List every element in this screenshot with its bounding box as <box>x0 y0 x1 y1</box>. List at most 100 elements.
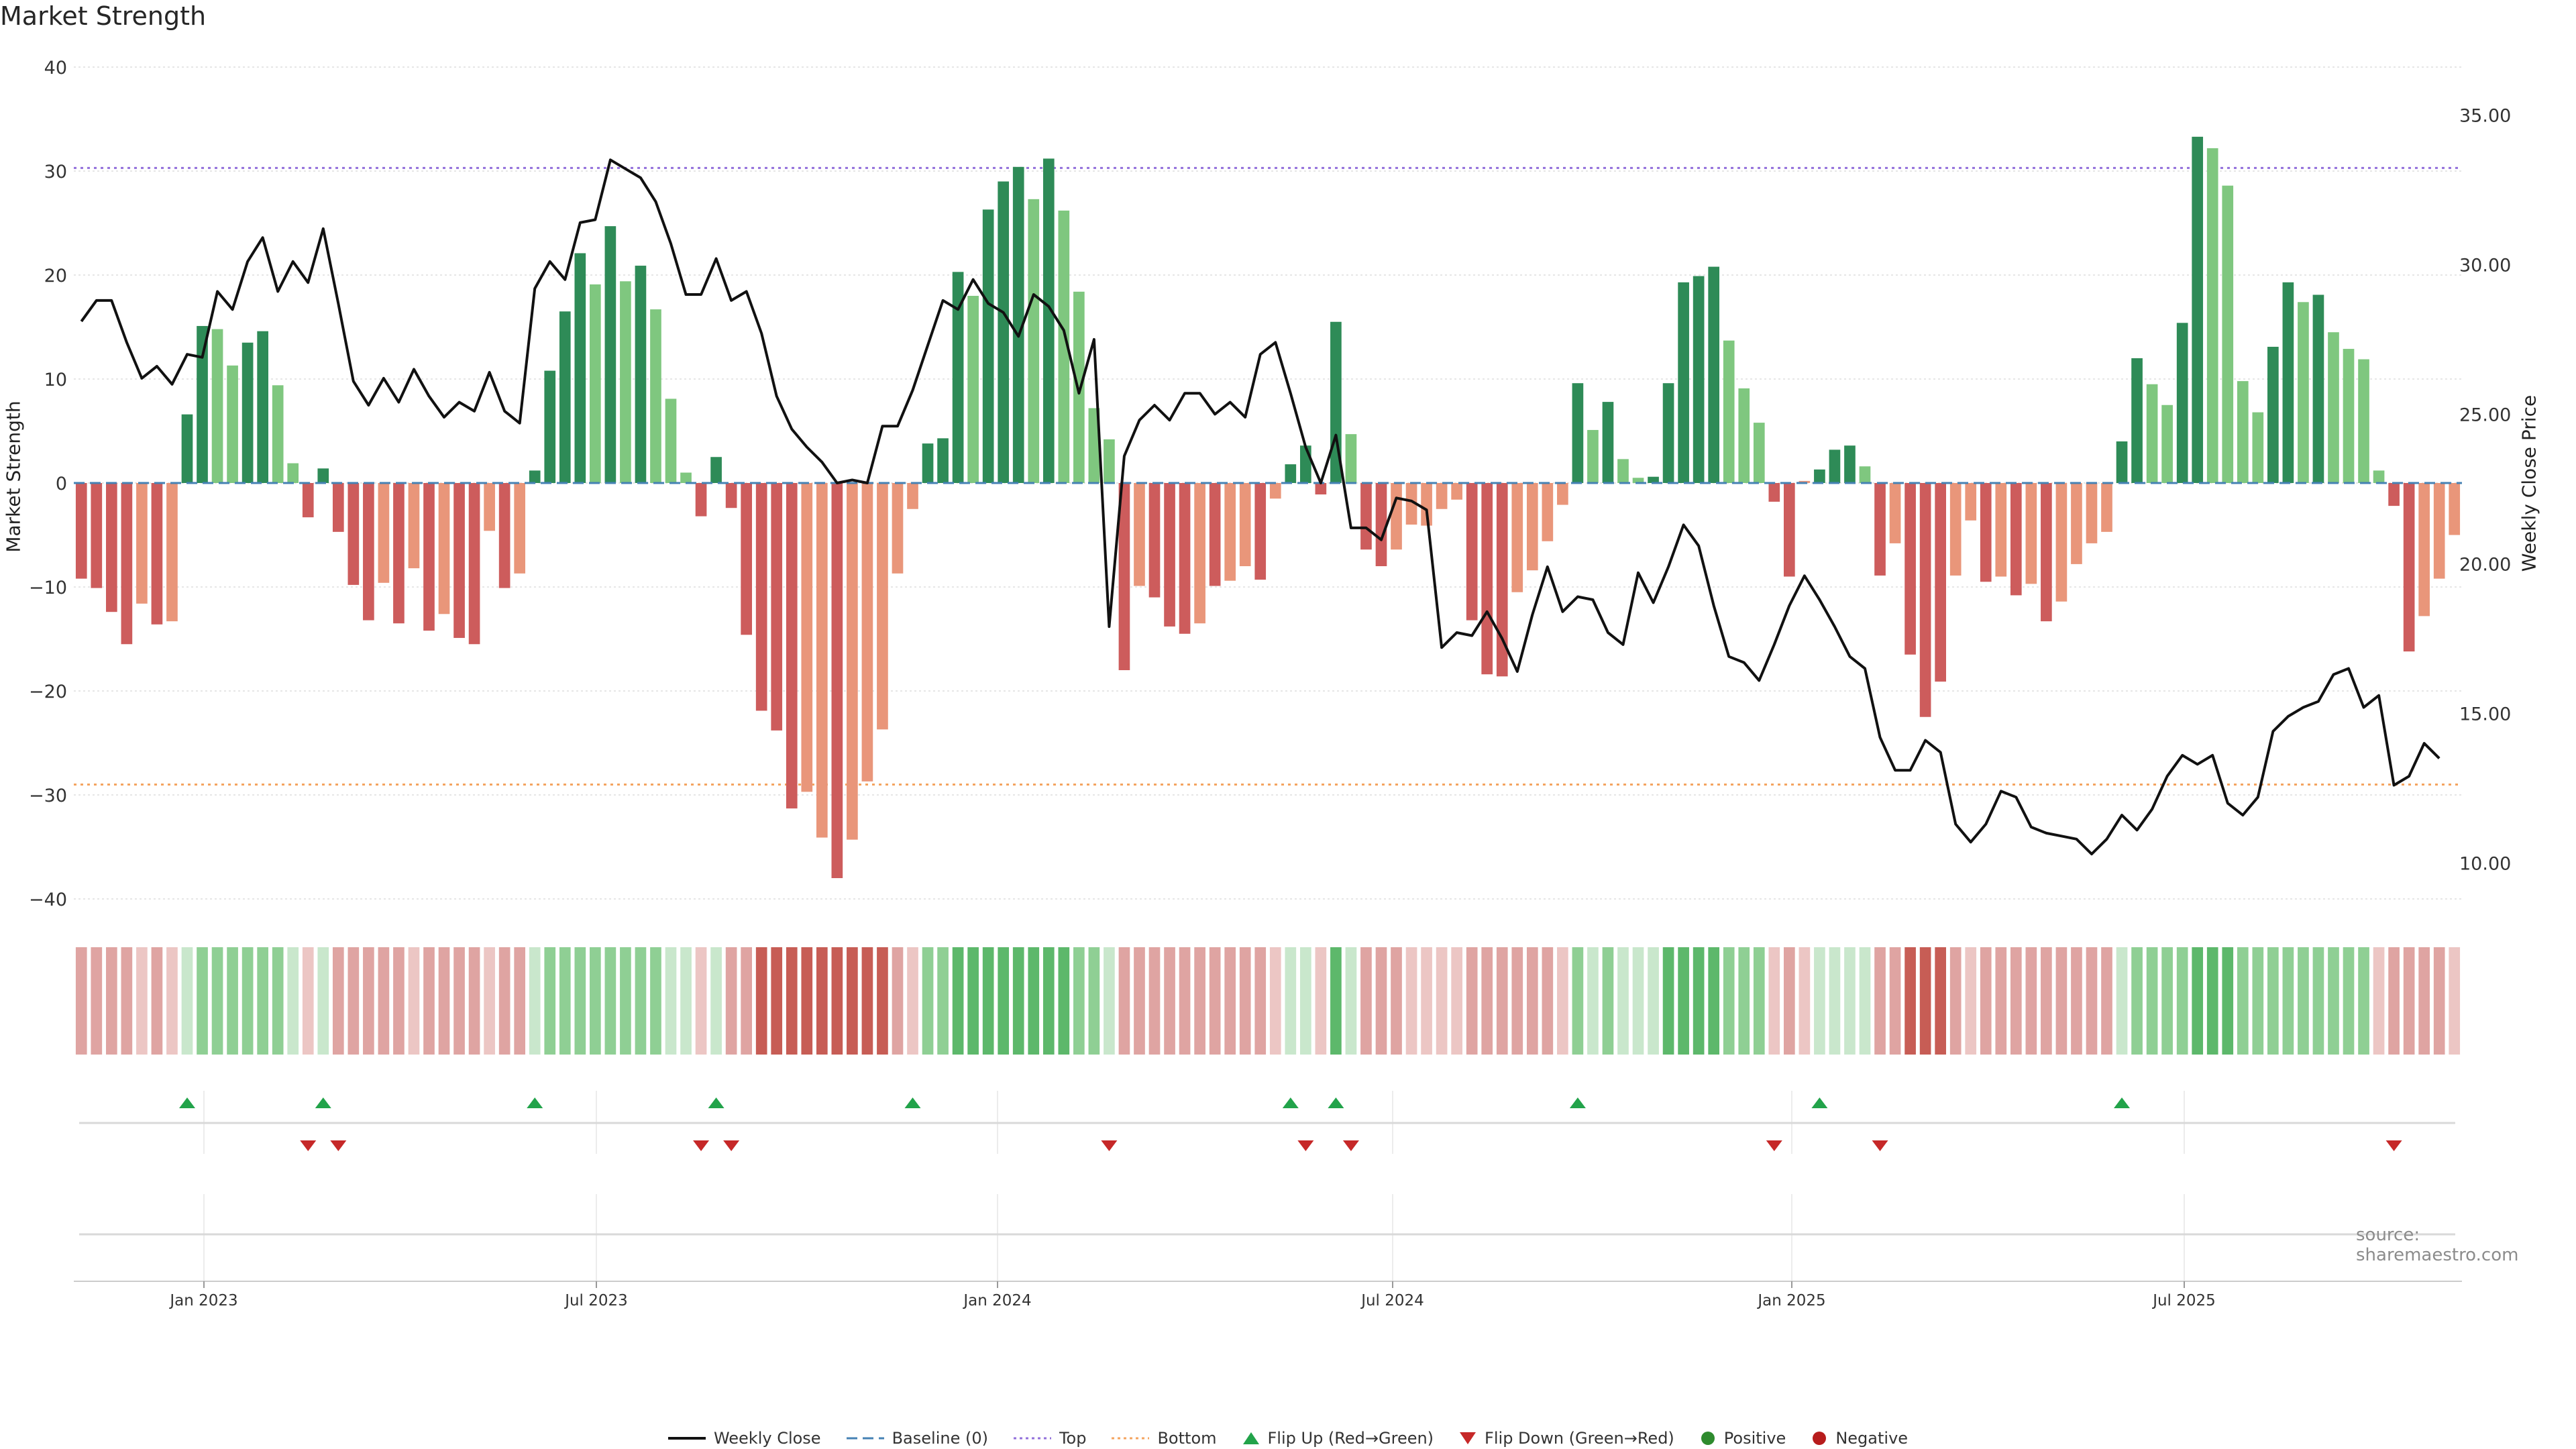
strength-shade-cell <box>2131 947 2143 1055</box>
strength-shade-cell <box>1466 947 1478 1055</box>
strength-bar <box>1738 388 1750 483</box>
strength-bar <box>2388 483 2400 506</box>
strength-bar <box>1693 276 1705 483</box>
legend-label: Negative <box>1835 1429 1909 1448</box>
legend-flip-up: Flip Up (Red→Green) <box>1242 1429 1434 1448</box>
strength-shade-cell <box>650 947 661 1055</box>
strength-bar <box>2343 349 2355 483</box>
strength-shade-cell <box>1829 947 1841 1055</box>
strength-shade-cell <box>967 947 979 1055</box>
strength-bar <box>1088 408 1100 483</box>
strength-bar <box>1254 483 1267 580</box>
strength-shade-cell <box>1012 947 1024 1055</box>
flip-up-marker <box>178 1097 195 1108</box>
strength-bar <box>75 483 87 579</box>
strength-bar <box>1042 158 1055 483</box>
strength-shade-cell <box>2312 947 2324 1055</box>
legend-flip-down: Flip Down (Green→Red) <box>1459 1429 1674 1448</box>
strength-bar <box>1345 434 1357 483</box>
strength-shade-cell <box>2449 947 2461 1055</box>
strength-shade-cell <box>2237 947 2249 1055</box>
strength-shade-cell <box>1980 947 1992 1055</box>
strength-bar <box>2298 302 2309 483</box>
legend-label: Flip Up (Red→Green) <box>1267 1429 1434 1448</box>
strength-shade-cell <box>393 947 405 1055</box>
strength-bar <box>1028 199 1040 483</box>
strength-shade-cell <box>1073 947 1085 1055</box>
flip-up-marker <box>2114 1097 2131 1108</box>
strength-shade-cell <box>847 947 858 1055</box>
strength-bar <box>257 331 268 483</box>
strength-shade-cell <box>1194 947 1205 1055</box>
strength-bar <box>1134 483 1145 586</box>
strength-bar <box>1587 429 1599 483</box>
strength-bar <box>498 483 511 588</box>
strength-bar <box>1617 459 1629 483</box>
strength-shade-cell <box>1904 947 1916 1055</box>
strength-bar <box>755 483 767 711</box>
strength-bar <box>544 370 556 483</box>
strength-bar <box>151 483 163 625</box>
strength-bar <box>1980 483 1992 582</box>
strength-bar <box>2206 148 2218 483</box>
strength-shade-cell <box>1814 947 1825 1055</box>
strength-shade-cell <box>1179 947 1191 1055</box>
strength-bar <box>801 483 813 792</box>
strength-shade-cell <box>620 947 631 1055</box>
strength-shade-cell <box>136 947 148 1055</box>
strength-bar <box>197 325 208 483</box>
legend-label: Baseline (0) <box>892 1429 988 1448</box>
strength-bar <box>1375 483 1387 566</box>
strength-bar <box>680 472 692 483</box>
strength-shade-cell <box>529 947 541 1055</box>
legend-weekly-close: Weekly Close <box>667 1429 821 1448</box>
strength-bar <box>181 414 193 483</box>
strength-bar <box>1466 483 1478 621</box>
strength-shade-cell <box>1345 947 1357 1055</box>
y-tick-label-left: −10 <box>29 578 67 598</box>
strength-bar <box>710 457 722 483</box>
x-tick-label: Jan 2023 <box>168 1292 237 1309</box>
strength-bar <box>1058 210 1070 483</box>
y-tick-label-right: 30.00 <box>2459 255 2511 276</box>
strength-bar <box>1496 483 1508 677</box>
weekly-close-line <box>80 158 2440 856</box>
strength-shade-cell <box>1360 947 1372 1055</box>
strength-shade-cell <box>1496 947 1508 1055</box>
strength-bar <box>1526 483 1538 571</box>
strength-shade-cell <box>710 947 722 1055</box>
strength-bar <box>1104 439 1115 483</box>
strength-bar <box>1708 266 1720 483</box>
strength-bar <box>2237 381 2249 483</box>
strength-bar <box>1632 478 1644 483</box>
strength-bar <box>1179 483 1191 634</box>
strength-shade-cell <box>907 947 918 1055</box>
y-tick-label-left: 40 <box>44 58 67 78</box>
x-tick-label: Jul 2024 <box>1360 1292 1424 1309</box>
strength-bar <box>620 281 631 483</box>
strength-shade-cell <box>771 947 783 1055</box>
strength-bar <box>2055 483 2068 602</box>
strength-shade-cell <box>680 947 692 1055</box>
strength-shade-cell <box>1784 947 1795 1055</box>
strength-bar <box>1874 483 1886 576</box>
strength-shade-cell <box>1617 947 1629 1055</box>
strength-bar <box>363 483 374 621</box>
strength-bar <box>922 443 934 483</box>
strength-shade-cell <box>1134 947 1145 1055</box>
strength-shade-cell <box>2222 947 2234 1055</box>
strength-bar <box>2101 483 2112 532</box>
strength-shade-cell <box>197 947 208 1055</box>
strength-shade-cell <box>544 947 556 1055</box>
strength-shade-cell <box>378 947 390 1055</box>
legend-baseline: Baseline (0) <box>846 1429 988 1448</box>
y-tick-label-left: 30 <box>44 162 67 182</box>
strength-shade-cell <box>1965 947 1977 1055</box>
strength-shade-cell <box>241 947 254 1055</box>
strength-shade-cell <box>1375 947 1387 1055</box>
legend-label: Weekly Close <box>713 1429 821 1448</box>
strength-bar <box>1889 483 1901 543</box>
legend-negative: Negative <box>1811 1429 1908 1448</box>
strength-shade-cell <box>1481 947 1493 1055</box>
strength-shade-cell <box>302 947 314 1055</box>
